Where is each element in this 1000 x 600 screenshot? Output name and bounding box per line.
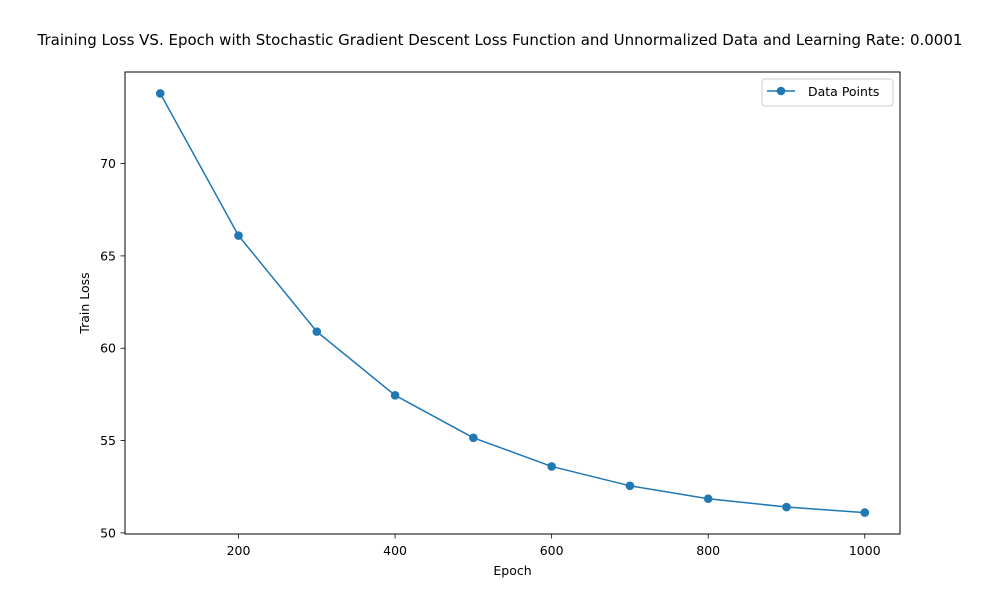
x-tick-label: 800 — [696, 543, 720, 558]
y-axis-label: Train Loss — [77, 272, 92, 334]
legend: Data Points — [761, 78, 894, 107]
legend-marker-swatch — [776, 86, 786, 96]
x-tick-label: 400 — [383, 543, 407, 558]
legend-label: Data Points — [808, 84, 879, 99]
y-tick-label: 50 — [100, 525, 116, 540]
plot-frame — [124, 71, 901, 535]
legend-box — [761, 78, 894, 107]
data-point — [860, 508, 870, 517]
data-point — [312, 327, 322, 336]
x-tick-label: 200 — [227, 543, 251, 558]
series-line — [159, 93, 865, 514]
data-point — [547, 462, 556, 471]
data-point — [390, 391, 400, 400]
data-point — [155, 89, 165, 98]
data-point — [234, 231, 243, 240]
chart-title: Training Loss VS. Epoch with Stochastic … — [37, 31, 963, 49]
y-tick-label: 60 — [100, 341, 116, 356]
data-point — [469, 433, 478, 443]
x-tick-label: 600 — [540, 543, 564, 558]
data-point — [782, 502, 791, 512]
y-tick-label: 70 — [100, 156, 116, 171]
x-tick-label: 1000 — [849, 543, 881, 558]
axis-ticks: 200 400 600 800 1000 50 55 60 65 70 — [100, 156, 881, 558]
x-axis-label: Epoch — [493, 563, 531, 578]
data-point — [703, 494, 713, 504]
data-point — [625, 481, 635, 491]
y-tick-label: 55 — [100, 433, 116, 448]
series-layer — [155, 89, 870, 517]
y-tick-label: 65 — [100, 248, 116, 263]
